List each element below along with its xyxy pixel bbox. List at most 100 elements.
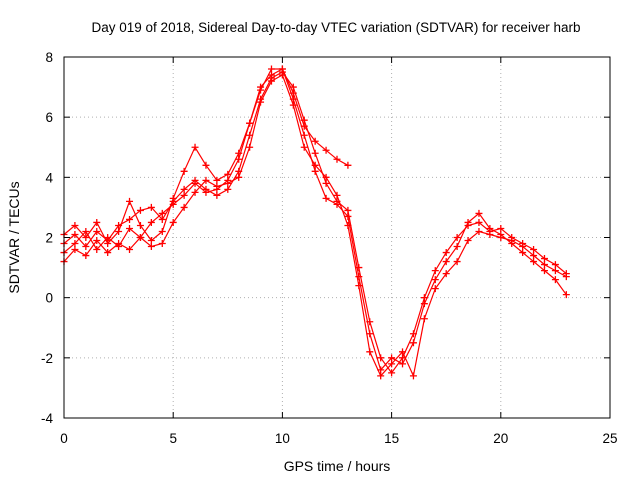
data-point	[300, 116, 308, 124]
data-point	[562, 270, 570, 278]
data-point	[388, 369, 396, 377]
data-point	[246, 131, 254, 139]
data-point	[213, 182, 221, 190]
grid-lines	[64, 57, 610, 418]
y-tick-label: 0	[45, 291, 53, 306]
x-axis-label: GPS time / hours	[284, 458, 391, 474]
y-tick-label: -4	[41, 411, 53, 426]
data-point	[104, 249, 112, 257]
data-point	[530, 246, 538, 254]
y-tick-label: 6	[45, 110, 53, 125]
data-point	[115, 227, 123, 235]
data-point	[71, 246, 79, 254]
data-point	[311, 137, 319, 145]
series-line	[63, 68, 567, 372]
data-point	[224, 185, 232, 193]
data-point	[115, 240, 123, 248]
data-point	[344, 206, 352, 214]
data-point	[322, 146, 330, 154]
data-series	[60, 65, 570, 380]
data-point	[147, 243, 155, 251]
data-point	[202, 161, 210, 169]
data-point	[366, 348, 374, 356]
data-point	[420, 315, 428, 323]
data-point	[322, 194, 330, 202]
data-point	[158, 209, 166, 217]
data-point	[71, 221, 79, 229]
data-point	[71, 240, 79, 248]
data-point	[464, 237, 472, 245]
data-point	[497, 224, 505, 232]
data-point	[497, 234, 505, 241]
data-point	[180, 191, 188, 199]
data-point	[235, 155, 243, 163]
data-point	[355, 282, 363, 290]
x-tick-label: 25	[602, 431, 617, 446]
data-point	[82, 243, 90, 251]
y-tick-label: 4	[45, 170, 53, 185]
data-point	[257, 95, 265, 103]
data-point	[409, 339, 417, 347]
data-point	[475, 218, 483, 226]
data-point	[366, 330, 374, 338]
data-point	[377, 372, 385, 380]
axis-ticks: 0 5 10 15 20 25 -4 -2 0 2 4 6 8	[41, 50, 618, 446]
data-point	[540, 261, 548, 269]
data-point	[388, 360, 396, 368]
data-point	[115, 221, 123, 229]
data-point	[551, 261, 559, 269]
data-point	[453, 258, 461, 266]
data-point	[93, 237, 101, 245]
data-point	[464, 221, 472, 229]
data-point	[289, 83, 297, 91]
x-tick-label: 10	[275, 431, 290, 446]
data-point	[147, 237, 155, 245]
data-point	[431, 267, 439, 275]
data-point	[300, 131, 308, 139]
data-point	[420, 294, 428, 302]
data-point	[202, 176, 210, 184]
data-point	[409, 372, 417, 380]
x-tick-label: 5	[169, 431, 177, 446]
data-point	[311, 167, 319, 175]
data-point	[93, 218, 101, 226]
x-tick-label: 15	[384, 431, 399, 446]
data-point	[126, 215, 134, 223]
data-point	[311, 161, 319, 169]
data-point	[235, 173, 243, 181]
data-point	[551, 267, 559, 275]
series-track-4	[60, 68, 570, 377]
data-point	[289, 101, 297, 109]
data-point	[158, 227, 166, 235]
data-point	[126, 246, 134, 254]
data-point	[191, 143, 199, 151]
data-point	[180, 167, 188, 175]
series-track-3	[60, 71, 570, 380]
series-line	[63, 68, 349, 245]
data-point	[126, 224, 134, 232]
data-point	[257, 83, 265, 91]
data-point	[366, 318, 374, 326]
data-point	[311, 149, 319, 157]
data-point	[530, 252, 538, 260]
data-point	[540, 255, 548, 263]
data-point	[409, 330, 417, 338]
data-point	[431, 285, 439, 293]
data-point	[399, 360, 407, 368]
data-point	[508, 234, 516, 241]
data-point	[540, 267, 548, 275]
data-point	[399, 354, 407, 362]
data-point	[551, 276, 559, 284]
data-point	[530, 258, 538, 266]
data-point	[224, 170, 232, 178]
data-point	[136, 206, 144, 214]
data-point	[169, 197, 177, 205]
data-point	[333, 191, 341, 199]
data-point	[267, 74, 275, 82]
data-point	[300, 143, 308, 151]
data-point	[519, 249, 527, 257]
data-point	[278, 68, 286, 76]
data-point	[191, 188, 199, 196]
x-tick-label: 20	[493, 431, 508, 446]
